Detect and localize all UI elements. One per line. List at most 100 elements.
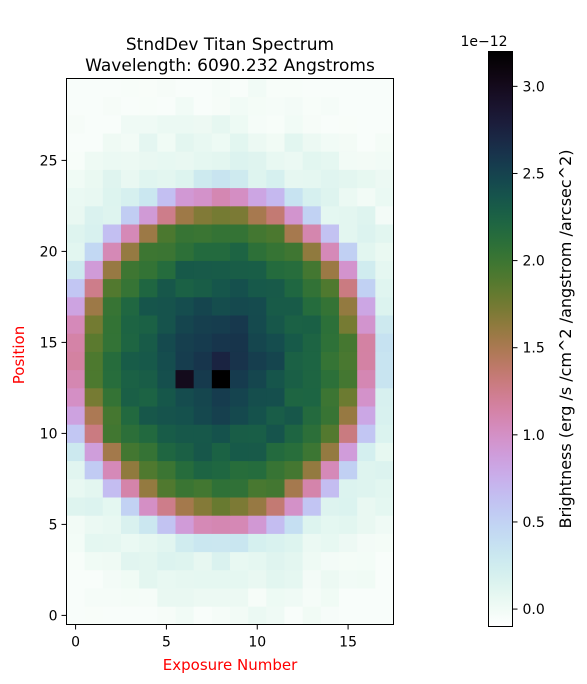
heatmap-cell (175, 133, 195, 152)
heatmap-cell (157, 551, 176, 571)
heatmap-cell (230, 278, 249, 298)
heatmap-cell (375, 351, 394, 371)
heatmap-cell (339, 315, 358, 334)
heatmap-cell (320, 588, 340, 607)
heatmap-cell (121, 296, 140, 316)
heatmap-cell (357, 497, 376, 516)
chart-subtitle: Wavelength: 6090.232 Angstroms (85, 56, 375, 76)
heatmap-cell (284, 260, 304, 280)
heatmap-cell (339, 242, 358, 261)
heatmap-cell (339, 551, 358, 571)
colorbar-ticks: 0.0 0.5 1.0 1.5 2.0 2.5 3.0 (512, 79, 545, 618)
heatmap-cell (211, 151, 231, 170)
heatmap-cell (375, 333, 394, 352)
heatmap-cell (66, 151, 86, 170)
heatmap-cell (302, 133, 322, 152)
heatmap-cell (339, 387, 358, 407)
heatmap-cell (121, 460, 140, 480)
heatmap-cell (375, 205, 394, 225)
heatmap-cell (375, 460, 394, 480)
heatmap-cell (357, 151, 376, 170)
heatmap-cell (302, 114, 322, 134)
heatmap-cell (66, 497, 86, 516)
heatmap-cell (139, 260, 158, 280)
heatmap-cell (211, 260, 231, 280)
heatmap-cell (248, 424, 267, 443)
heatmap-cell (175, 278, 195, 298)
heatmap-cell (102, 278, 122, 298)
heatmap-cell (66, 551, 86, 571)
heatmap-cell (175, 315, 195, 334)
heatmap-cell (84, 351, 104, 371)
heatmap-cell (175, 78, 195, 98)
heatmap-cell (157, 133, 176, 152)
heatmap-cell (121, 333, 140, 352)
y-tick-label: 15 (40, 335, 58, 351)
heatmap-cell (302, 151, 322, 170)
heatmap-cell (175, 387, 195, 407)
heatmap-cell (175, 606, 195, 625)
heatmap-cell (84, 497, 104, 516)
heatmap-cell (375, 187, 394, 207)
heatmap-cell (211, 351, 231, 371)
heatmap-cell (157, 187, 176, 207)
heatmap-cell (357, 96, 376, 116)
heatmap-cell (302, 296, 322, 316)
heatmap-cell (175, 442, 195, 462)
heatmap-cell (302, 333, 322, 352)
heatmap-cell (157, 78, 176, 98)
plot-frame (66, 78, 394, 625)
heatmap-cell (139, 242, 158, 261)
heatmap-cell (302, 260, 322, 280)
heatmap-cell (211, 551, 231, 571)
heatmap-cell (248, 169, 267, 189)
heatmap-cell (375, 114, 394, 134)
heatmap-cell (121, 187, 140, 207)
heatmap-cell (121, 133, 140, 152)
heatmap-cell (193, 96, 213, 116)
heatmap-cell (121, 260, 140, 280)
heatmap-cell (211, 515, 231, 534)
heatmap-cell (193, 515, 213, 534)
heatmap-cell (175, 242, 195, 261)
heatmap-cell (320, 569, 340, 589)
heatmap-cell (66, 78, 86, 98)
heatmap-cell (157, 278, 176, 298)
heatmap-cell (157, 224, 176, 243)
heatmap-cell (102, 533, 122, 553)
heatmap-cell (357, 569, 376, 589)
heatmap-cell (266, 569, 285, 589)
heatmap-cell (230, 151, 249, 170)
heatmap-cell (375, 260, 394, 280)
heatmap-cell (157, 333, 176, 352)
heatmap-cell (66, 478, 86, 498)
heatmap-cell (339, 169, 358, 189)
heatmap-cell (193, 242, 213, 261)
heatmap-cell (266, 78, 285, 98)
heatmap-cells (66, 78, 394, 625)
heatmap-cell (357, 515, 376, 534)
heatmap-cell (284, 606, 304, 625)
heatmap-cell (320, 205, 340, 225)
heatmap-cell (357, 369, 376, 389)
heatmap-cell (284, 278, 304, 298)
heatmap-cell (211, 96, 231, 116)
heatmap-cell (66, 169, 86, 189)
heatmap-cell (230, 315, 249, 334)
heatmap-cell (320, 133, 340, 152)
heatmap-cell (139, 533, 158, 553)
heatmap-cell (193, 205, 213, 225)
heatmap-cell (284, 533, 304, 553)
heatmap-cell (230, 369, 249, 389)
heatmap-cell (302, 406, 322, 425)
heatmap-cell (175, 169, 195, 189)
heatmap-cell (193, 369, 213, 389)
heatmap-cell (157, 169, 176, 189)
heatmap-cell (339, 224, 358, 243)
heatmap-cell (357, 78, 376, 98)
heatmap-cell (157, 369, 176, 389)
heatmap-cell (320, 369, 340, 389)
heatmap-cell (302, 96, 322, 116)
heatmap-cell (211, 169, 231, 189)
heatmap-cell (302, 588, 322, 607)
